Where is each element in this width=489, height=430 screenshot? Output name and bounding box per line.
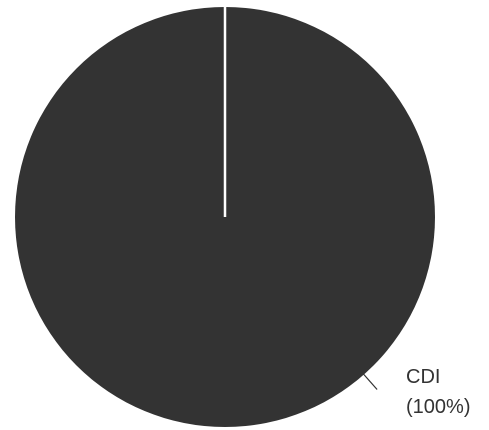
slice-label-name: CDI <box>406 366 440 388</box>
labels-layer: CDI (100%) <box>362 366 470 418</box>
slice-label-percent: (100%) <box>406 396 470 418</box>
slices-layer <box>15 5 435 427</box>
label-leader-line <box>362 372 378 390</box>
